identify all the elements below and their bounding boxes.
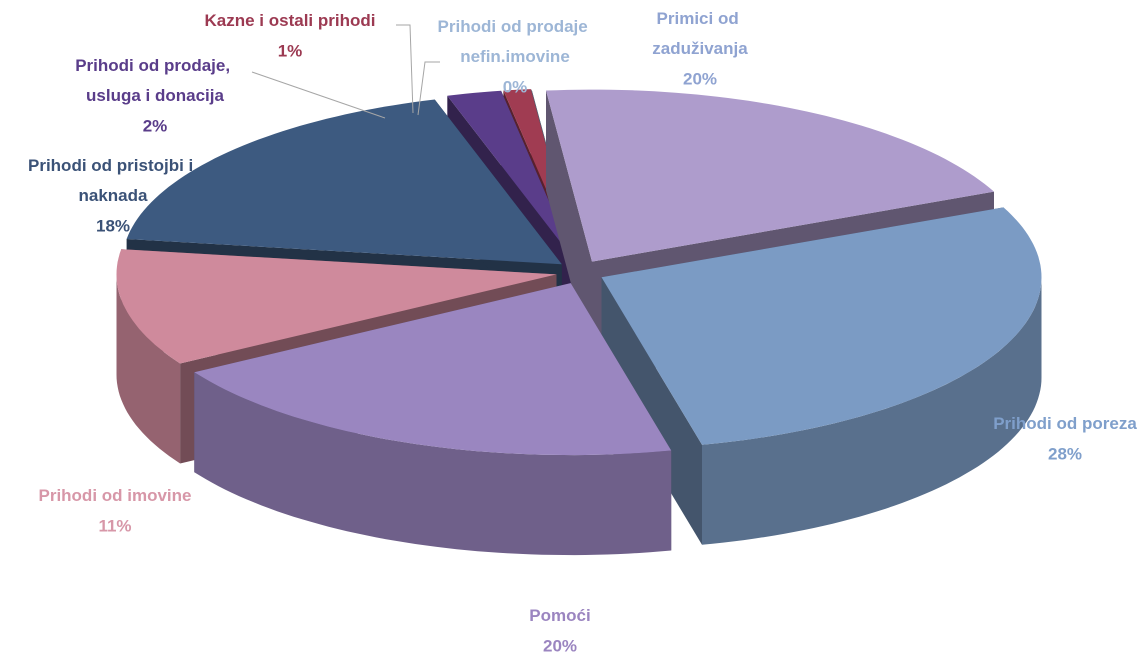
value-label: 11%	[98, 516, 131, 535]
value-label: 1%	[278, 41, 303, 60]
slice-label: Prihodi od poreza	[993, 414, 1137, 433]
slice-top	[126, 99, 562, 265]
slice-label: Prihodi od prodaje, usluga i donacija	[75, 56, 235, 105]
slice-wall	[601, 277, 702, 545]
slice-label: Kazne i ostali prihodi	[205, 11, 376, 30]
value-label: 20%	[683, 69, 717, 88]
slice-label: Primici od zaduživanja	[652, 9, 748, 58]
value-label: 18%	[96, 216, 130, 235]
value-label: 28%	[1048, 444, 1082, 463]
leader-line	[417, 61, 440, 116]
slice-top	[601, 207, 1042, 445]
slice	[194, 283, 672, 556]
slice-side	[194, 372, 672, 556]
value-label: 0%	[503, 77, 528, 96]
slice-wall	[546, 90, 592, 362]
slice-label: Prihodi od imovine	[38, 486, 191, 505]
slice-side	[116, 274, 181, 464]
slice-label: Pomoći	[529, 606, 590, 625]
leader-line	[396, 24, 414, 114]
slice-top	[546, 89, 994, 262]
slice-side	[702, 277, 1042, 545]
value-label: 2%	[143, 116, 168, 135]
value-label: 20%	[543, 636, 577, 655]
slice-top	[447, 90, 575, 261]
slice-top	[194, 283, 672, 456]
leader-line	[251, 71, 386, 119]
slice-top	[116, 249, 557, 364]
slice-label: Prihodi od prodaje nefin.imovine	[438, 17, 593, 66]
slice-label: Prihodi od pristojbi i naknada	[28, 156, 198, 205]
slice	[601, 207, 1042, 545]
